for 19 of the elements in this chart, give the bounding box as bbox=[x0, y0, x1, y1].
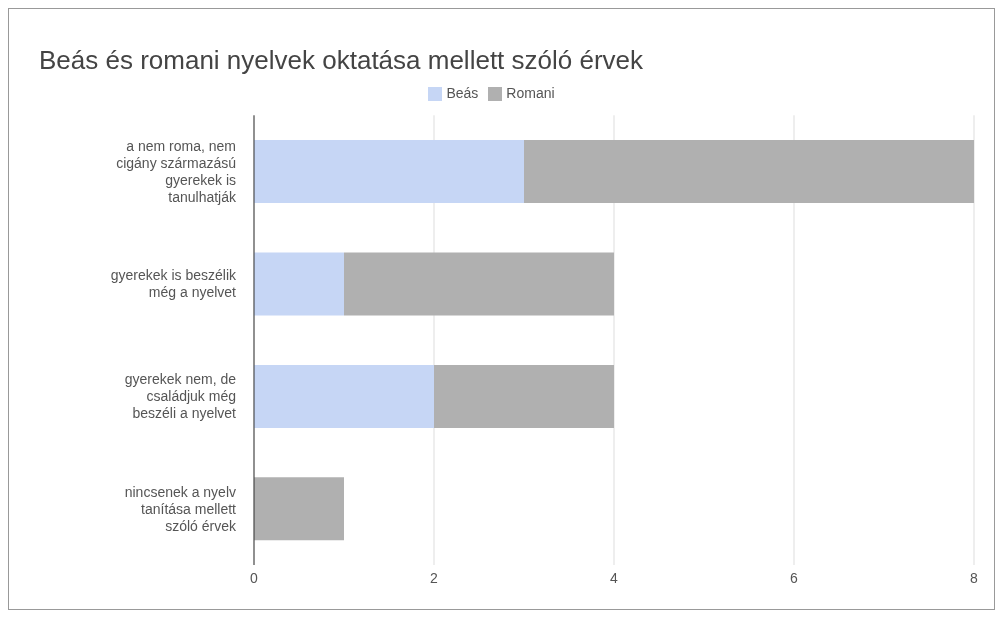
y-tick-label: nincsenek a nyelv tanítása mellett szóló érvek bbox=[124, 483, 237, 534]
x-tick-label: 6 bbox=[790, 569, 799, 586]
legend-label: Beás bbox=[446, 85, 479, 101]
x-tick-label: 8 bbox=[970, 569, 979, 586]
y-tick-label: a nem roma, nem cigány származású gyerekek is tanulhatják bbox=[116, 138, 237, 206]
bar bbox=[254, 140, 524, 204]
x-tick-label: 0 bbox=[250, 569, 259, 586]
y-tick-label: gyerekek is beszélik még a nyelvet bbox=[110, 267, 237, 301]
bar bbox=[254, 364, 434, 428]
y-tick-label: gyerekek nem, de családjuk még beszéli a nyelvet bbox=[124, 371, 237, 422]
bar bbox=[254, 477, 344, 541]
x-tick-label: 2 bbox=[430, 569, 439, 586]
legend-label: Romani bbox=[506, 85, 555, 101]
bar bbox=[344, 252, 614, 316]
x-tick-label: 4 bbox=[610, 569, 619, 586]
chart-title: Beás és romani nyelvek oktatása mellett szóló érvek bbox=[38, 44, 645, 77]
bar bbox=[434, 364, 614, 428]
bar bbox=[524, 140, 974, 204]
bar bbox=[254, 252, 344, 316]
